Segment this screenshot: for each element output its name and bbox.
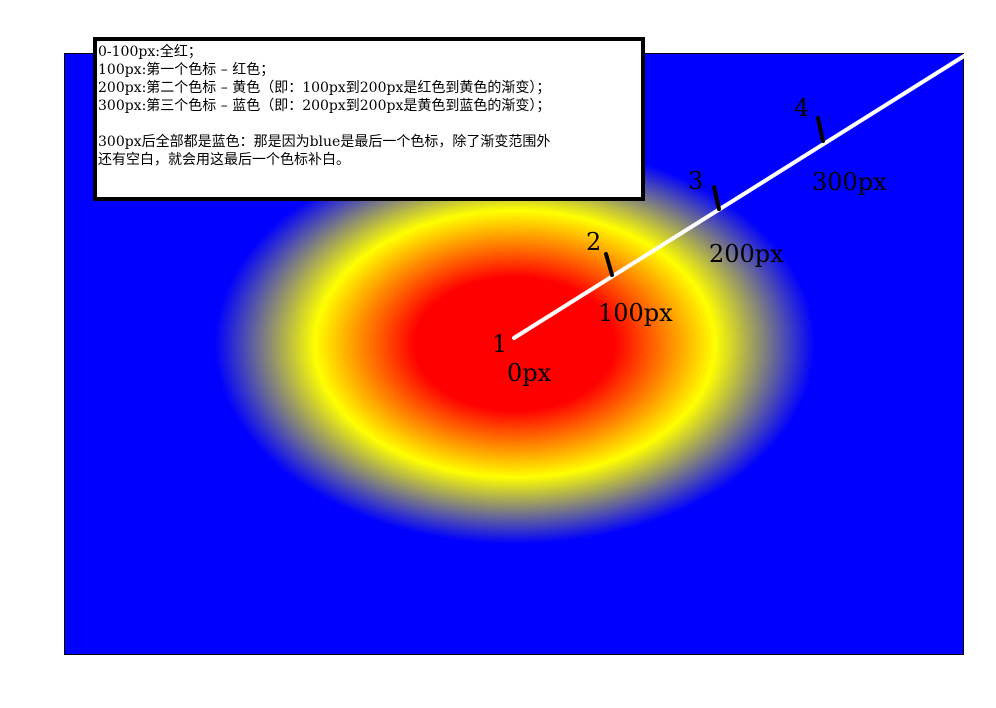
note-line: 0-100px:全红； — [98, 44, 202, 60]
gradient-ray — [512, 54, 966, 340]
note-line: 100px:第一个色标 – 红色； — [98, 62, 275, 78]
explanation-note: 0-100px:全红； 100px:第一个色标 – 红色； 200px:第二个色… — [93, 37, 645, 201]
stop-distance-4: 300px — [812, 168, 887, 196]
stop-number-4: 4 — [794, 94, 809, 122]
note-line: 300px后全部都是蓝色：那是因为blue是最后一个色标，除了渐变范围外 — [98, 134, 551, 150]
note-line-blank — [98, 115, 641, 133]
note-line: 200px:第二个色标 – 黄色（即：100px到200px是红色到黄色的渐变）… — [98, 80, 551, 96]
stop-distance-3: 200px — [709, 240, 784, 268]
stop-tick-4 — [816, 116, 825, 143]
note-line: 还有空白，就会用这最后一个色标补白。 — [98, 152, 350, 168]
stop-distance-1: 0px — [507, 359, 552, 387]
stop-number-2: 2 — [586, 228, 601, 256]
note-line: 300px:第三个色标 – 蓝色（即：200px到200px是黄色到蓝色的渐变）… — [98, 98, 551, 114]
stop-tick-2 — [604, 252, 614, 277]
stop-distance-2: 100px — [598, 299, 673, 327]
stop-number-1: 1 — [492, 330, 507, 358]
stop-number-3: 3 — [688, 167, 703, 195]
stop-tick-3 — [712, 185, 721, 211]
